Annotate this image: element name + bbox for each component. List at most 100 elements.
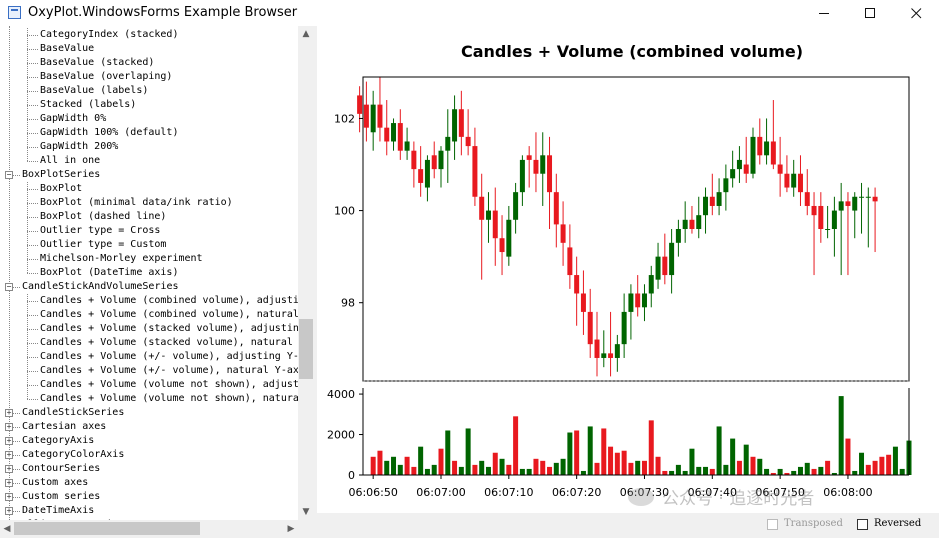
tree-connector	[10, 455, 20, 456]
x-tick-label: 06:07:30	[620, 486, 669, 499]
volume-bar	[391, 456, 397, 475]
volume-bar	[655, 456, 661, 475]
candle-body	[655, 256, 661, 280]
volume-bar	[852, 470, 858, 475]
candle-body	[472, 146, 478, 197]
expand-icon[interactable]: +	[5, 422, 13, 431]
expand-icon[interactable]: +	[5, 408, 13, 417]
candle-body	[601, 353, 607, 358]
plot-view[interactable]: Candles + Volume (combined volume) 98 100…	[317, 26, 939, 513]
example-tree[interactable]: CategoryIndex (stacked) BaseValue BaseValu…	[0, 26, 298, 520]
maximize-button[interactable]	[847, 0, 893, 26]
tree-node-label: Candles + Volume (volume not shown), nat…	[40, 393, 298, 404]
collapse-icon[interactable]: −	[5, 170, 13, 179]
expand-icon[interactable]: +	[5, 506, 13, 515]
candle-body	[424, 159, 430, 188]
volume-bar	[730, 438, 736, 475]
scroll-right-arrow-icon[interactable]: ▶	[287, 524, 295, 534]
expand-icon[interactable]: +	[5, 492, 13, 501]
candle-body	[831, 210, 837, 229]
minimize-button[interactable]	[801, 0, 847, 26]
candle-body	[533, 159, 539, 174]
tree-node-label: Stacked (labels)	[40, 99, 137, 110]
x-tick-label: 06:07:10	[484, 486, 533, 499]
tree-horizontal-scrollbar[interactable]: ◀ ▶	[0, 520, 298, 538]
candle-body	[458, 109, 464, 137]
candle-body	[689, 219, 695, 229]
volume-bar	[689, 448, 695, 475]
tree-guide-line	[27, 294, 28, 399]
volume-bar	[879, 456, 885, 475]
candle-body	[594, 339, 600, 358]
candle-body	[519, 159, 525, 193]
volume-bar	[533, 458, 539, 475]
tree-connector	[10, 427, 20, 428]
candle-body	[465, 136, 471, 147]
expand-icon[interactable]: +	[5, 478, 13, 487]
volume-bar	[370, 456, 376, 475]
tree-node-label: GapWidth 200%	[40, 141, 119, 152]
expand-icon[interactable]: +	[5, 450, 13, 459]
minimize-icon	[818, 12, 829, 14]
volume-bar	[743, 444, 749, 475]
volume-bar	[485, 466, 491, 475]
volume-bar	[567, 432, 573, 475]
candle-body	[580, 293, 586, 312]
tree-connector	[27, 217, 38, 218]
candle-body	[811, 205, 817, 216]
tree-node-label: Custom axes	[22, 477, 89, 488]
scrollbar-thumb[interactable]	[299, 319, 313, 379]
volume-bar	[804, 462, 810, 475]
candle-body	[479, 196, 485, 220]
scrollbar-thumb[interactable]	[14, 522, 200, 535]
close-button[interactable]	[893, 0, 939, 26]
tree-node-label: Candles + Volume (volume not shown), adj…	[40, 379, 298, 390]
volume-bar	[553, 462, 559, 475]
tree-connector	[10, 413, 20, 414]
tree-node-label: ContourSeries	[22, 463, 101, 474]
volume-bar	[438, 448, 444, 475]
scroll-up-arrow-icon[interactable]: ▲	[302, 29, 310, 39]
candle-body	[682, 219, 688, 229]
collapse-icon[interactable]: −	[5, 282, 13, 291]
volume-bar	[479, 460, 485, 475]
volume-bar	[641, 460, 647, 475]
expand-icon[interactable]: +	[5, 464, 13, 473]
expand-icon[interactable]: +	[5, 436, 13, 445]
candle-body	[845, 201, 851, 206]
volume-bar	[431, 464, 437, 475]
candle-body	[608, 353, 614, 358]
scroll-down-arrow-icon[interactable]: ▼	[302, 507, 310, 517]
tree-node-label: Candles + Volume (+/- volume), natural Y…	[40, 365, 298, 376]
candle-body	[431, 155, 437, 170]
reversed-checkbox[interactable]	[857, 519, 868, 530]
candle-body	[852, 196, 858, 211]
volume-bar	[608, 446, 614, 475]
volume-bar	[696, 466, 702, 475]
splitter[interactable]	[314, 26, 317, 538]
candle-body	[662, 256, 668, 276]
candle-body	[452, 109, 458, 142]
candle-body	[825, 229, 831, 230]
volume-bar	[709, 468, 715, 475]
candle-body	[485, 210, 491, 220]
volume-bar	[465, 428, 471, 475]
tree-node-label: All in one	[40, 155, 101, 166]
candle-body	[865, 196, 871, 198]
tree-connector	[27, 231, 38, 232]
volume-bar	[770, 472, 776, 475]
candle-body	[587, 311, 593, 345]
volume-tick-label: 2000	[327, 429, 355, 442]
tree-node-label: Outlier type = Cross	[40, 225, 161, 236]
tree-connector	[10, 497, 20, 498]
candle-body	[696, 215, 702, 229]
tree-vertical-scrollbar[interactable]: ▲ ▼	[298, 26, 314, 520]
reversed-label: Reversed	[874, 518, 922, 529]
candle-body	[547, 155, 553, 193]
scroll-left-arrow-icon[interactable]: ◀	[3, 524, 11, 534]
transposed-checkbox[interactable]	[767, 519, 778, 530]
volume-bar	[458, 466, 464, 475]
candle-body	[804, 192, 810, 206]
tree-node-label: CategoryColorAxis	[22, 449, 125, 460]
candle-body	[716, 192, 722, 206]
